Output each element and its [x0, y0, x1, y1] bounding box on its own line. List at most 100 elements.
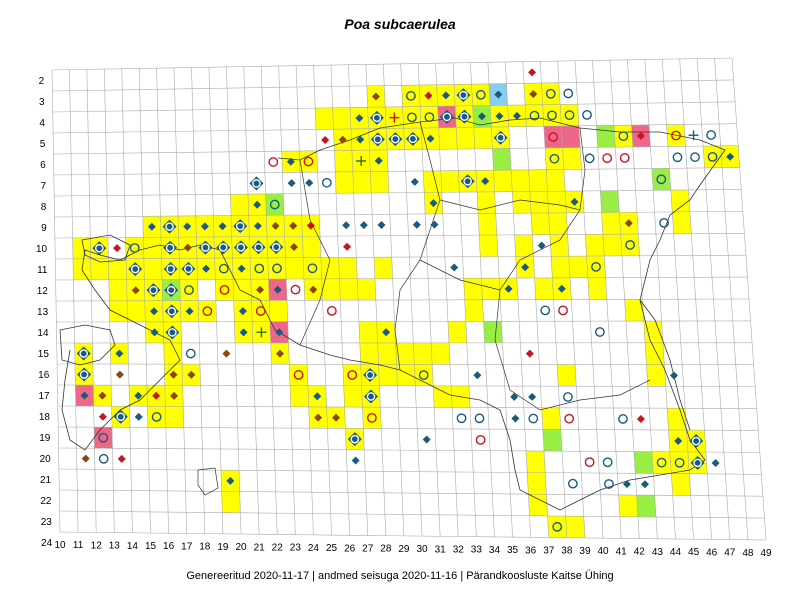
diamond-red-26-10 [343, 242, 352, 251]
circle-red-24-6 [303, 156, 314, 167]
small-island [197, 467, 219, 496]
circle-diamond-11-15 [76, 346, 91, 361]
diamond-brown-16-16 [169, 370, 178, 379]
grid-cell-12-19 [94, 427, 113, 449]
diamond-brown-23-9 [289, 221, 298, 230]
diamond-brown-12-17 [98, 391, 107, 400]
x-tick-label: 49 [760, 548, 772, 559]
grid-cell-47-6 [703, 145, 723, 168]
circle-diamond-32-4 [439, 109, 454, 124]
x-tick-label: 22 [272, 542, 284, 553]
diamond-red-36-15 [525, 349, 534, 358]
circle-blue-44-7 [656, 174, 667, 185]
grid-cell-31-4 [420, 106, 439, 129]
x-axis-ticks: 10 11 12 13 14 15 16 17 18 19 20 21 22 23 24 25 26 27 28 29… [54, 540, 772, 559]
grid-cell-36-7 [511, 169, 530, 192]
circle-blue-19-11 [218, 263, 229, 274]
diamond-blue-39-8 [570, 197, 579, 206]
y-tick-label: 20 [40, 454, 52, 465]
grid-cell-43-20 [651, 451, 672, 474]
region-borders [59, 117, 726, 511]
x-tick-label: 26 [344, 543, 356, 554]
diamond-blue-34-7 [481, 177, 490, 186]
grid-cell-29-15 [395, 342, 415, 365]
circle-red-42-6 [619, 153, 630, 163]
diamond-blue-24-17 [313, 392, 322, 401]
diamond-red-13-10 [113, 244, 122, 253]
circle-blue-12-20 [98, 453, 109, 464]
x-tick-label: 30 [416, 544, 428, 555]
grid-cell-15-10 [143, 237, 162, 259]
grid-cell-23-16 [289, 364, 308, 386]
grid-cell-34-9 [478, 213, 497, 236]
circle-diamond-12-10 [92, 241, 107, 256]
diamond-blue-30-7 [410, 177, 419, 186]
x-tick-label: 37 [543, 546, 555, 557]
circle-blue-14-10 [129, 243, 140, 253]
grid-cell-43-16 [646, 364, 666, 387]
diamond-red-42-18 [636, 415, 645, 423]
circle-diamond-27-17 [363, 389, 378, 404]
y-tick-label: 3 [39, 97, 45, 108]
circle-blue-31-4 [424, 112, 435, 123]
grid-cell-28-16 [378, 364, 398, 386]
grid-cell-45-8 [670, 189, 690, 212]
circle-diamond-16-13 [164, 304, 179, 319]
grid-cell-19-22 [221, 491, 241, 513]
grid-cell-16-15 [163, 342, 183, 365]
diamond-brown-37-3 [529, 90, 538, 98]
circle-diamond-29-5 [388, 132, 403, 147]
y-tick-label: 15 [38, 349, 50, 360]
diamond-brown-28-3 [371, 92, 380, 101]
x-tick-label: 20 [235, 542, 247, 553]
grid-cell-21-11 [250, 257, 269, 280]
grid-cell-14-10 [125, 237, 144, 259]
y-tick-label: 5 [40, 139, 46, 150]
diamond-brown-19-15 [222, 349, 231, 358]
grid-hline [59, 510, 765, 519]
grid-cell-27-15 [359, 342, 379, 365]
diamond-red-37-2 [528, 68, 537, 77]
circle-blue-33-18 [474, 413, 485, 424]
grid-cell-42-5 [613, 125, 633, 148]
circle-blue-44-9 [659, 218, 670, 228]
diamond-blue-23-7 [287, 179, 296, 188]
diamond-red-24-9 [306, 221, 315, 230]
inner-border-1 [394, 121, 441, 371]
diamond-blue-35-17 [510, 392, 519, 401]
circle-blue-37-13 [540, 305, 551, 316]
x-tick-label: 24 [308, 543, 320, 554]
grid-cell-34-8 [477, 191, 496, 214]
grid-cell-39-11 [568, 256, 588, 278]
diamond-blue-34-4 [477, 112, 486, 121]
diamond-brown-11-20 [81, 454, 90, 463]
grid-cell-27-12 [357, 278, 376, 301]
circle-blue-12-19 [98, 432, 109, 443]
inner-border-5 [419, 259, 501, 291]
y-tick-label: 8 [41, 202, 47, 213]
diamond-blue-26-20 [351, 456, 360, 465]
circle-red-25-13 [326, 305, 337, 316]
x-tick-label: 35 [507, 545, 519, 556]
grid-cell-31-7 [423, 170, 442, 193]
grid-cell-43-15 [645, 342, 665, 365]
grid-cell-42-20 [633, 451, 654, 474]
grid-cell-36-22 [528, 494, 548, 516]
grid-cell-34-12 [481, 278, 501, 300]
grid-hline [54, 232, 745, 239]
diamond-blue-22-14 [275, 328, 284, 337]
grid-cell-37-19 [542, 429, 563, 452]
cells-layer [72, 82, 740, 538]
map-footer: Genereeritud 2020-11-17 | andmed seisuga… [186, 570, 614, 582]
x-tick-label: 36 [525, 545, 537, 556]
grid-cell-34-5 [473, 127, 493, 149]
y-tick-label: 17 [39, 391, 51, 402]
circle-diamond-16-9 [162, 219, 177, 234]
grid-cell-30-15 [413, 342, 433, 365]
grid-cell-44-21 [671, 473, 691, 496]
grid-cell-32-5 [438, 127, 458, 150]
diamond-blue-28-6 [374, 156, 383, 165]
circle-diamond-16-12 [164, 283, 179, 298]
